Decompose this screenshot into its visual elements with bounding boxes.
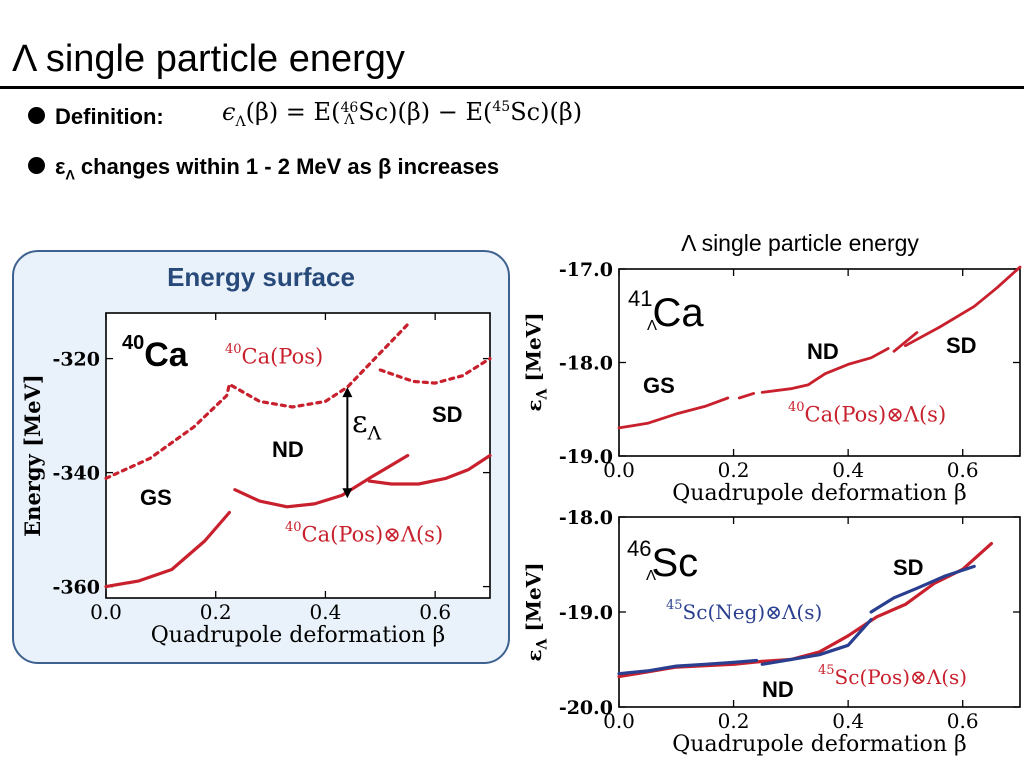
- chart-3: 0.0 0.2 0.4 0.6 -18.0 -19.0 -20.0 Quadrupole de…: [559, 507, 1021, 757]
- y-tick-label: -19.0: [559, 446, 613, 468]
- series-line: [904, 265, 1022, 348]
- x-tick-label: 0.0: [603, 458, 635, 482]
- nucleus-label: 46Sc: [627, 536, 698, 585]
- series-line: [104, 322, 410, 480]
- sd-label: SD: [946, 333, 977, 358]
- x-axis-label: Quadrupole deformation β: [672, 481, 966, 506]
- plot-frame: [618, 516, 1021, 708]
- x-tick-label: 0.6: [947, 458, 979, 482]
- y-tick-label: -18.0: [559, 353, 613, 375]
- x-tick-label: 0.4: [310, 600, 342, 624]
- nd-label: ND: [807, 339, 839, 364]
- series-line: [367, 453, 492, 486]
- eps-arrow-head-down: [342, 488, 353, 499]
- slide-title: Λ single particle energy: [12, 38, 405, 80]
- y-axis-label: Energy [MeV]: [20, 374, 45, 537]
- x-tick-label: 0.4: [832, 458, 864, 482]
- eps-arrow-head-up: [342, 387, 353, 398]
- series-line: [760, 618, 873, 666]
- chart2-title: Λ single particle energy: [681, 230, 919, 256]
- legend-neg-label: 45Sc(Neg)⊗Λ(s): [666, 598, 822, 624]
- eps-label: εΛ: [352, 405, 382, 445]
- y-tick-label: -17.0: [559, 259, 613, 281]
- series-line: [617, 542, 993, 679]
- sd-label: SD: [432, 402, 463, 427]
- definition-formula: ϵΛ(β) = E(46 Λ Sc)(β) − E(45Sc)(β): [222, 98, 583, 130]
- nucleus-label: 40Ca: [122, 332, 189, 374]
- chart-1: 0.0 0.2 0.4 0.6 -320 -340 -360 Quadrupole defor…: [52, 312, 492, 648]
- chart-2: 0.0 0.2 0.4 0.6 -17.0 -18.0 -19.0 Quadrupole de…: [559, 259, 1022, 506]
- y-tick-label: -18.0: [559, 507, 613, 529]
- nucleus-label: 41Ca: [628, 286, 704, 335]
- panel-title: Energy surface: [167, 262, 355, 292]
- bullet-dot-icon: [28, 107, 45, 124]
- bullet-dot-icon: [28, 157, 45, 174]
- y-tick-label: -360: [52, 577, 100, 599]
- series-line: [617, 658, 759, 676]
- x-tick-label: 0.0: [603, 709, 635, 733]
- series-line: [104, 510, 231, 589]
- gs-label: GS: [643, 373, 675, 398]
- bullet-definition: Definition:: [28, 104, 164, 130]
- sd-label: SD: [893, 555, 924, 580]
- legend-pos-label: 40Ca(Pos): [225, 342, 323, 369]
- series-line: [869, 564, 976, 614]
- legend-ls-label: 40Ca(Pos)⊗Λ(s): [788, 400, 946, 427]
- series-line: [737, 392, 755, 400]
- legend-ls-label: 40Ca(Pos)⊗Λ(s): [285, 520, 443, 547]
- gs-label: GS: [140, 485, 172, 510]
- nucleus-lambda-sub: Λ: [646, 567, 656, 584]
- x-tick-label: 0.2: [718, 458, 750, 482]
- title-rule: [0, 86, 1024, 89]
- series-line: [233, 453, 410, 509]
- x-tick-label: 0.4: [832, 709, 864, 733]
- series-line: [760, 347, 890, 394]
- y-tick-label: -320: [52, 349, 100, 371]
- y-tick-label: -20.0: [559, 697, 613, 719]
- series-line: [892, 331, 919, 353]
- legend-pos-label: 45Sc(Pos)⊗Λ(s): [818, 663, 967, 689]
- bullet-definition-label: Definition:: [55, 104, 164, 129]
- y-tick-label: -19.0: [559, 602, 613, 624]
- x-tick-label: 0.6: [947, 709, 979, 733]
- series-line: [378, 357, 492, 385]
- y-axis-label: εΛ [MeV]: [522, 312, 551, 411]
- x-tick-label: 0.0: [90, 600, 122, 624]
- bullet-changes: εΛ changes within 1 - 2 MeV as β increas…: [28, 154, 499, 182]
- y-axis-label: εΛ [MeV]: [522, 562, 551, 661]
- plot-frame: [618, 268, 1021, 457]
- x-axis-label: Quadrupole deformation β: [151, 623, 445, 648]
- x-tick-label: 0.6: [419, 600, 451, 624]
- nucleus-lambda-sub: Λ: [647, 317, 657, 334]
- nd-label: ND: [762, 677, 794, 702]
- y-tick-label: -340: [52, 463, 100, 485]
- x-axis-label: Quadrupole deformation β: [672, 732, 966, 757]
- nd-label: ND: [272, 437, 304, 462]
- x-tick-label: 0.2: [200, 600, 232, 624]
- x-tick-label: 0.2: [718, 709, 750, 733]
- series-line: [617, 396, 730, 430]
